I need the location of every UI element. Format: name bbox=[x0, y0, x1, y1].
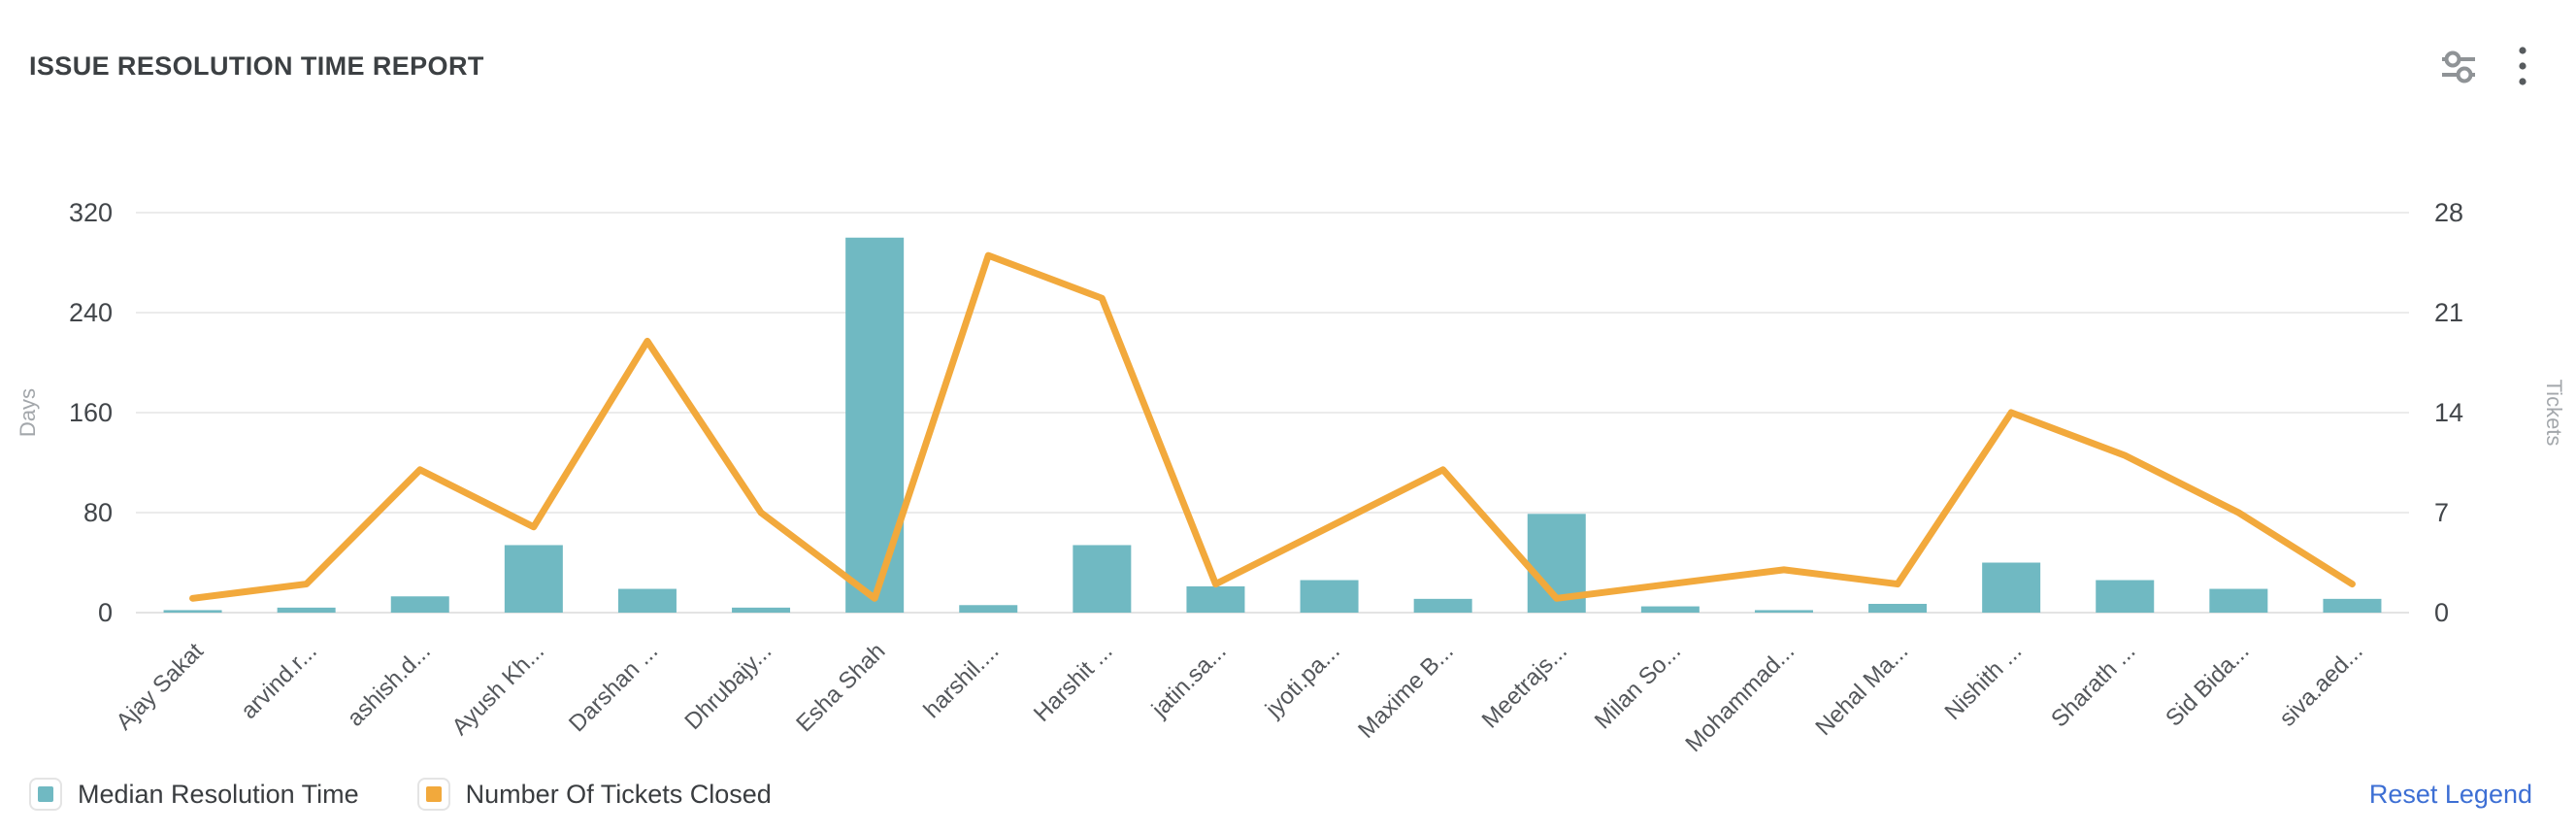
x-axis-label: Harshit ... bbox=[1029, 638, 1118, 727]
legend-checkbox bbox=[29, 778, 62, 811]
x-axis-label: arvind.r... bbox=[236, 638, 322, 724]
left-axis-title: Days bbox=[16, 388, 40, 437]
x-axis-label: harshil.... bbox=[919, 638, 1005, 723]
right-axis-tick-label: 21 bbox=[2434, 298, 2463, 327]
left-axis-tick-label: 320 bbox=[69, 198, 113, 227]
legend-label: Median Resolution Time bbox=[78, 779, 359, 809]
bar-harshil-[interactable] bbox=[959, 605, 1018, 613]
bar-jatin-sa-[interactable] bbox=[1186, 585, 1245, 613]
bar-ajay-sakat[interactable] bbox=[163, 610, 222, 613]
bar-ayush-kh-[interactable] bbox=[504, 545, 563, 613]
filter-settings-icon[interactable] bbox=[2440, 49, 2477, 83]
reset-legend-link[interactable]: Reset Legend bbox=[2368, 779, 2532, 809]
x-axis-label: ashish.d... bbox=[343, 638, 436, 731]
bar-series-swatch bbox=[38, 786, 53, 802]
x-axis-label: siva.aed... bbox=[2274, 638, 2367, 731]
bar-nehal-ma-[interactable] bbox=[1868, 603, 1928, 613]
x-axis-label: Milan So... bbox=[1590, 638, 1686, 734]
x-axis-label: Ayush Kh... bbox=[447, 638, 550, 741]
x-axis-label: Nishith ... bbox=[1940, 638, 2028, 725]
line-series bbox=[189, 251, 2356, 602]
widget-header: ISSUE RESOLUTION TIME REPORT bbox=[29, 47, 2527, 85]
x-axis-label: Sharath ... bbox=[2046, 638, 2140, 732]
x-axis-label: Meetrajs... bbox=[1477, 638, 1572, 733]
bar-dhrubajy-[interactable] bbox=[732, 607, 791, 613]
bar-darshan-[interactable] bbox=[617, 588, 677, 613]
page-title: ISSUE RESOLUTION TIME REPORT bbox=[29, 50, 484, 81]
x-axis-label: Esha Shah bbox=[791, 638, 890, 737]
bar-nishith-[interactable] bbox=[1982, 562, 2041, 614]
bar-arvind-r-[interactable] bbox=[277, 607, 336, 613]
bar-harshit-[interactable] bbox=[1073, 545, 1132, 613]
chart-legend: Median Resolution Time Number Of Tickets… bbox=[29, 773, 2532, 816]
legend-item-median-resolution-time[interactable]: Median Resolution Time bbox=[29, 778, 359, 811]
x-axis-label: Dhrubajy... bbox=[679, 638, 776, 735]
right-axis-title: Tickets bbox=[2542, 380, 2566, 447]
bar-mohammad-[interactable] bbox=[1754, 610, 1813, 613]
x-axis-label: jyoti.pa... bbox=[1260, 638, 1345, 723]
left-axis-tick-label: 160 bbox=[69, 398, 113, 427]
bar-siva-aed-[interactable] bbox=[2323, 598, 2382, 613]
line-series-swatch bbox=[425, 786, 442, 802]
x-axis-label: Ajay Sakat bbox=[112, 638, 209, 735]
bar-ashish-d-[interactable] bbox=[390, 596, 449, 613]
x-axis-label: Maxime B... bbox=[1353, 638, 1459, 744]
bar-jyoti-pa-[interactable] bbox=[1300, 580, 1359, 613]
x-axis-label: Mohammad... bbox=[1680, 638, 1800, 757]
x-axis-label: jatin.sa... bbox=[1146, 638, 1232, 723]
left-axis-tick-label: 80 bbox=[83, 498, 113, 527]
legend-item-number-of-tickets-closed[interactable]: Number Of Tickets Closed bbox=[416, 778, 772, 811]
right-axis-tick-label: 14 bbox=[2434, 398, 2463, 427]
x-axis-label: Nehal Ma... bbox=[1810, 638, 1913, 741]
bar-maxime-b-[interactable] bbox=[1413, 598, 1472, 613]
right-axis-tick-label: 7 bbox=[2434, 498, 2449, 527]
more-menu-icon[interactable] bbox=[2518, 45, 2527, 87]
header-icons bbox=[2440, 45, 2527, 87]
right-axis-tick-label: 28 bbox=[2434, 198, 2463, 227]
legend-label: Number Of Tickets Closed bbox=[465, 779, 772, 809]
legend-checkbox bbox=[416, 778, 450, 811]
bar-sid-bida-[interactable] bbox=[2209, 588, 2268, 613]
left-axis-tick-label: 0 bbox=[98, 598, 113, 627]
bar-milan-so-[interactable] bbox=[1640, 606, 1700, 613]
right-axis-tick-label: 0 bbox=[2434, 598, 2449, 627]
left-axis-tick-label: 240 bbox=[69, 298, 113, 327]
bar-sharath-[interactable] bbox=[2096, 580, 2155, 613]
x-axis-label: Darshan ... bbox=[564, 638, 663, 737]
x-axis-label: Sid Bida... bbox=[2161, 638, 2254, 731]
bar-esha-shah[interactable] bbox=[845, 237, 905, 613]
